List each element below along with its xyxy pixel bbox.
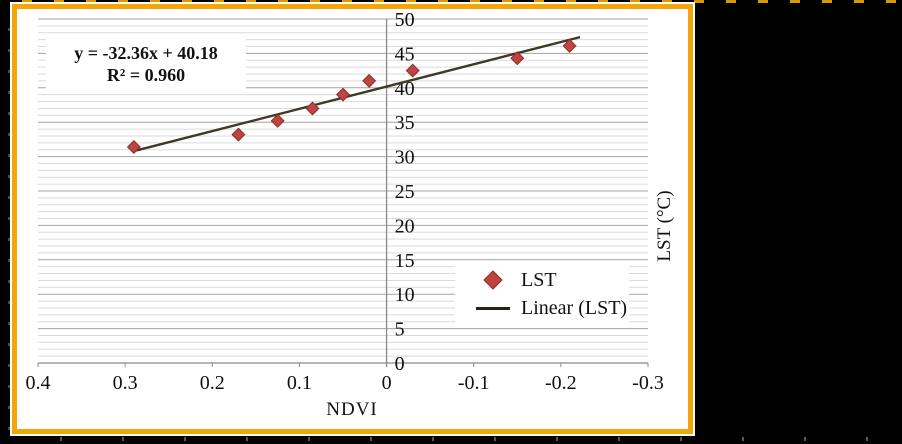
y-axis-title-text: LST (°C)	[654, 190, 675, 262]
x-tick-label: -0.1	[458, 372, 490, 394]
x-tick-label: -0.2	[545, 372, 577, 394]
legend: LST Linear (LST)	[455, 263, 629, 325]
legend-label-lst: LST	[521, 268, 557, 291]
y-tick-label: 30	[395, 147, 415, 169]
legend-label-linear: Linear (LST)	[521, 296, 628, 319]
x-tick-label: 0.2	[200, 372, 225, 394]
x-tick-label: -0.3	[632, 372, 664, 394]
y-tick-label: 50	[395, 9, 415, 31]
y-axis-title: LST (°C)	[625, 186, 705, 266]
y-tick-label: 45	[395, 43, 415, 65]
data-point-marker	[510, 51, 525, 66]
y-tick-label: 10	[395, 284, 415, 306]
data-point-marker	[562, 38, 577, 53]
line-marker-icon	[473, 306, 513, 310]
x-tick-label: 0	[382, 372, 392, 394]
trendline	[136, 35, 581, 152]
data-point-marker	[126, 139, 141, 154]
data-point-marker	[270, 113, 285, 128]
top-crop-strip	[0, 0, 902, 3]
x-tick-label: 0.4	[26, 372, 51, 394]
data-point-marker	[305, 101, 320, 116]
y-tick-label: 5	[395, 319, 405, 341]
y-tick-label: 15	[395, 250, 415, 272]
left-crop-ticks	[8, 10, 11, 435]
bottom-crop-strip	[0, 437, 902, 444]
y-tick-label: 0	[395, 353, 405, 375]
x-tick-label: 0.3	[113, 372, 138, 394]
x-tick-label: 0.1	[287, 372, 312, 394]
r-squared-text: R² = 0.960	[106, 65, 186, 85]
diamond-marker-icon	[473, 269, 513, 291]
y-tick-label: 20	[395, 215, 415, 237]
y-tick-label: 25	[395, 181, 415, 203]
data-point-marker	[362, 73, 377, 88]
legend-item-lst: LST	[473, 266, 629, 294]
legend-item-linear: Linear (LST)	[473, 294, 629, 322]
equation-box: y = -32.36x + 40.18 R² = 0.960	[46, 39, 246, 89]
x-axis-title: NDVI	[326, 399, 378, 420]
data-point-marker	[405, 63, 420, 78]
y-tick-label: 35	[395, 112, 415, 134]
data-point-marker	[335, 87, 351, 102]
data-point-marker	[231, 127, 246, 142]
chart-card: 0 5 10 15 20 25 30 35 40 45 50 0.4 0.3 0.2 0.1 0 -0.1 -0.…	[10, 2, 695, 436]
equation-text: y = -32.36x + 40.18	[74, 43, 218, 63]
